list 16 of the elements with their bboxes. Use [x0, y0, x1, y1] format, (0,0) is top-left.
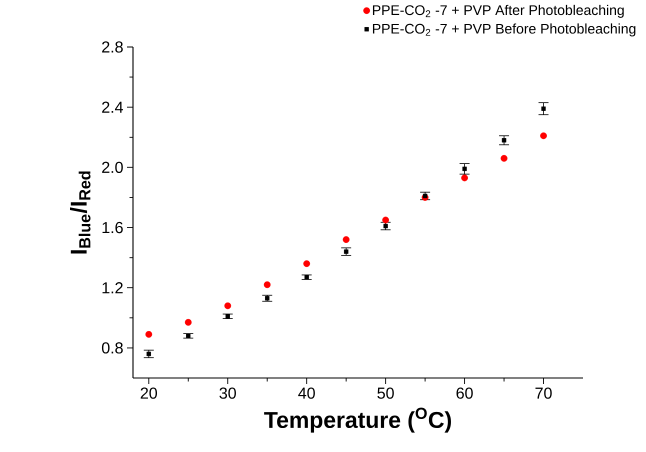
y-tick-label: 2.4: [102, 102, 124, 113]
y-tick-label: 2.0: [102, 162, 123, 174]
legend-label: PPE-CO$_{2}$ -7 + PVP Before Photobleaching: [372, 23, 636, 36]
x-tick-label: 20: [140, 388, 158, 399]
y-tick-label: 1.6: [102, 222, 123, 234]
y-axis-title: I$_{Blue}$/I$_{Red}$: [70, 171, 90, 254]
y-tick-label: 0.8: [102, 342, 123, 354]
x-tick-label: 70: [535, 388, 552, 399]
legend-label: PPE-CO$_{2}$ -7 + PVP After Photobleaching: [372, 4, 624, 18]
y-tick-label: 1.2: [102, 282, 123, 294]
x-tick-label: 30: [219, 388, 236, 399]
x-tick-label: 40: [298, 388, 315, 399]
x-tick-label: 60: [456, 388, 473, 399]
x-tick-label: 50: [377, 388, 394, 399]
x-axis-title: Temperature ($^{O}$C): [264, 408, 451, 433]
y-tick-label: 2.8: [102, 41, 123, 53]
